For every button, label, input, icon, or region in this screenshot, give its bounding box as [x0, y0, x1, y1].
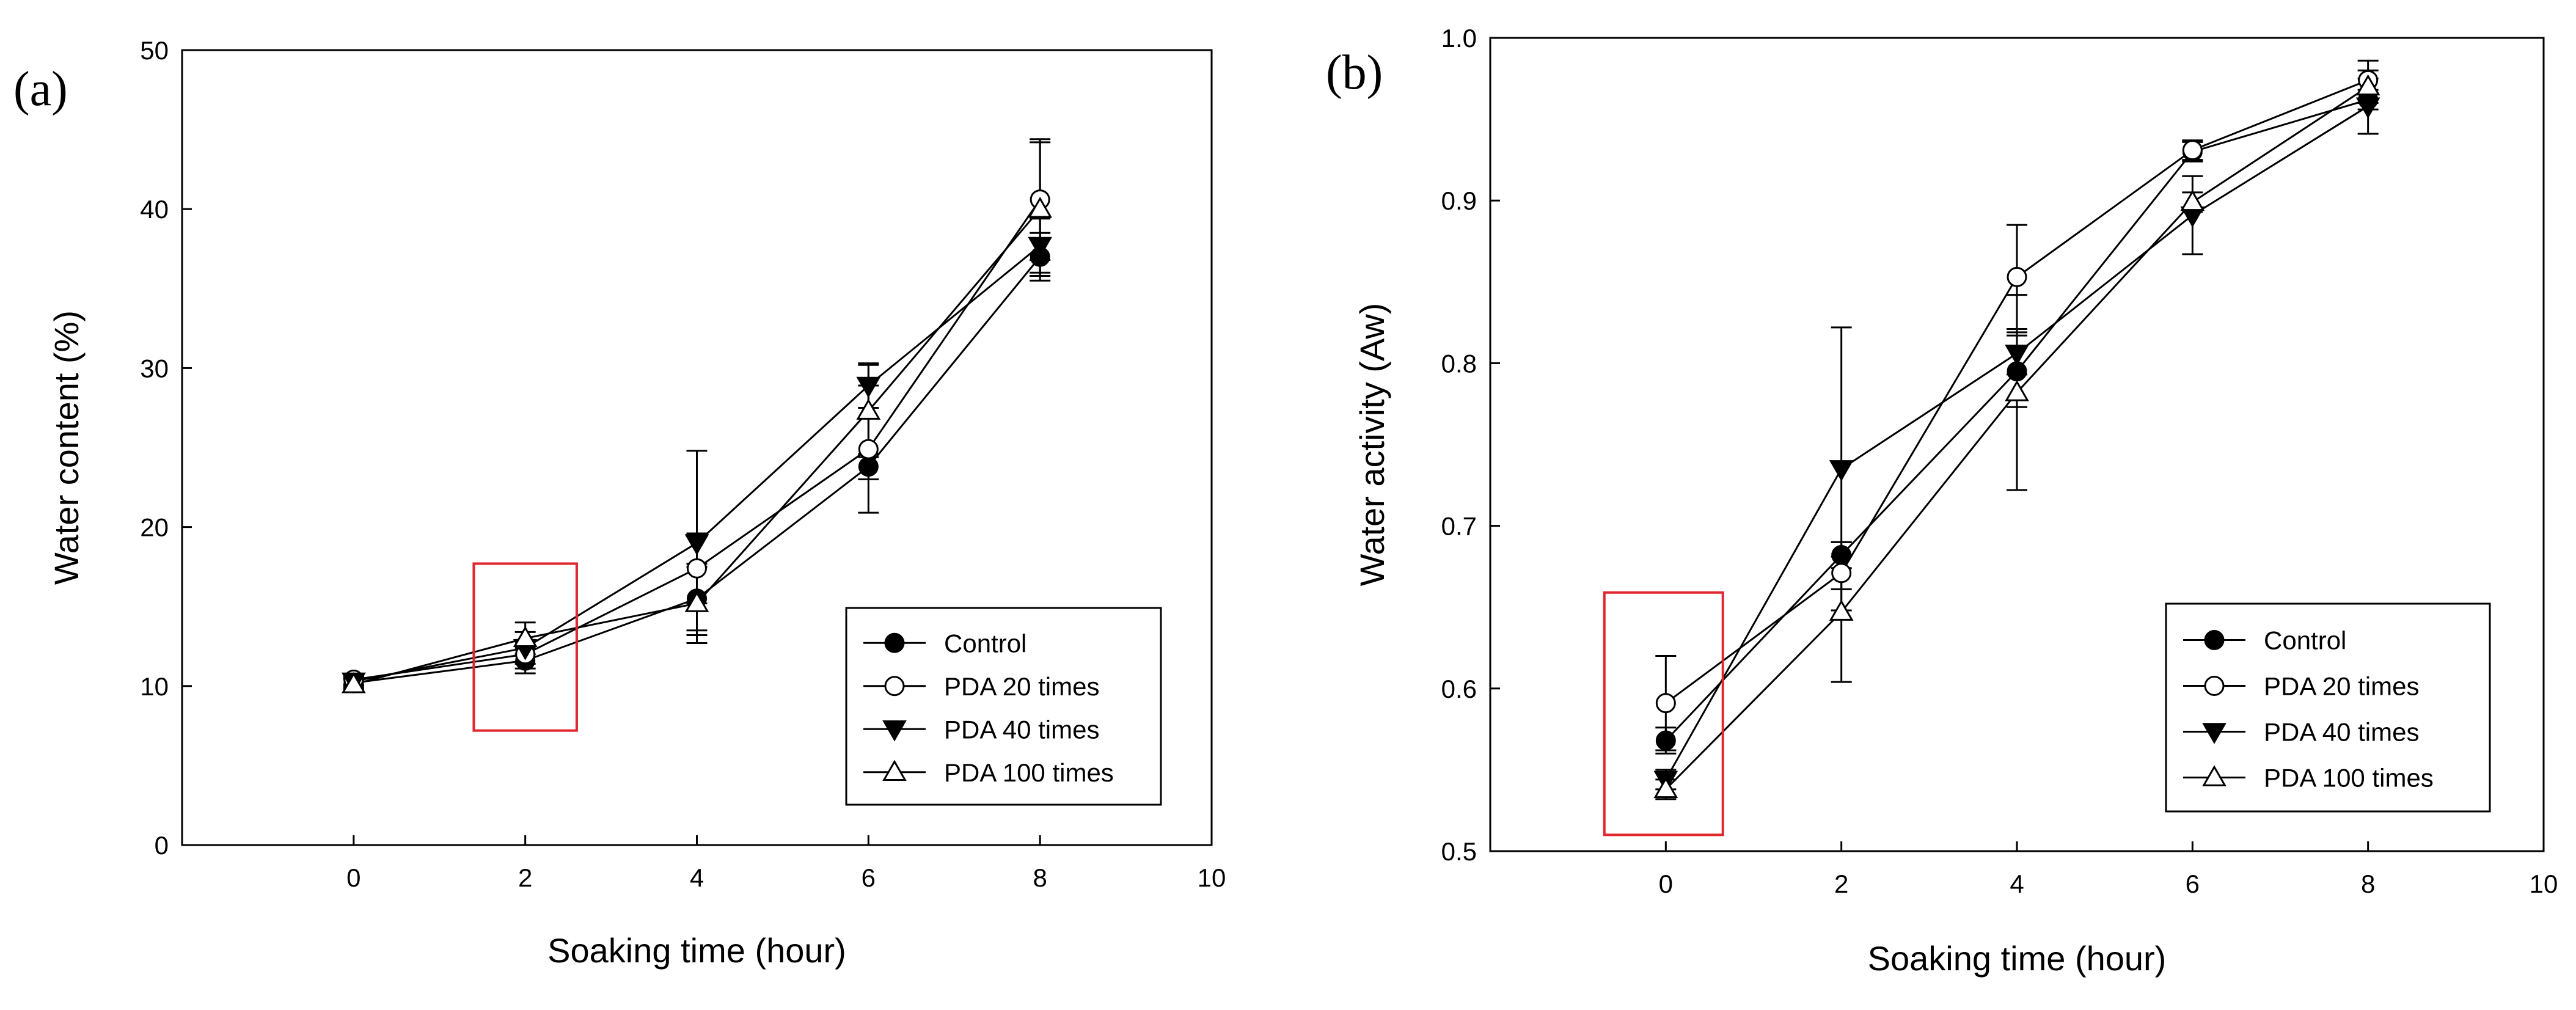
- legend-label: PDA 100 times: [944, 758, 1114, 787]
- y-tick-label: 0.8: [1441, 349, 1477, 378]
- y-tick-label: 0.6: [1441, 675, 1477, 703]
- x-tick-label: 0: [1659, 869, 1673, 898]
- legend-swatch-marker: [882, 720, 907, 742]
- data-point-1: [1655, 693, 1676, 714]
- data-point-3: [2005, 380, 2029, 401]
- chart-panel-a: (a) 0 10 20 30 40 50 0 2 4 6 8 10 Soaking time (hour)…: [13, 36, 1226, 970]
- data-point-0: [858, 456, 879, 477]
- data-point-3: [1829, 599, 1854, 621]
- legend-swatch-marker: [2202, 765, 2227, 786]
- x-tick-label: 6: [2186, 869, 2200, 898]
- data-point-3: [341, 672, 366, 693]
- y-tick-label: 40: [140, 195, 169, 224]
- x-tick-label: 4: [690, 863, 704, 892]
- chart-panel-b: (b) 0.5 0.6 0.7 0.8 0.9 1.0 0 2 4 6 8 10 Soaking time…: [1326, 24, 2558, 978]
- y-tick-label: 50: [140, 36, 169, 65]
- legend-swatch-marker: [882, 759, 907, 781]
- data-point-1: [687, 558, 707, 579]
- data-point-2: [2355, 97, 2380, 119]
- data-point-2: [684, 534, 709, 555]
- data-point-3: [684, 591, 709, 612]
- x-tick-label: 4: [2010, 869, 2024, 898]
- data-point-2: [856, 376, 881, 398]
- x-axis-title: Soaking time (hour): [1868, 939, 2167, 978]
- data-point-3: [2355, 74, 2380, 96]
- y-tick-label: 0.7: [1441, 512, 1477, 541]
- data-point-0: [1655, 730, 1676, 751]
- x-tick-label: 10: [2530, 869, 2558, 898]
- data-point-1: [858, 439, 879, 459]
- y-axis-title: Water content (%): [47, 310, 86, 585]
- legend-label: Control: [944, 629, 1026, 657]
- y-tick-label: 0.5: [1441, 837, 1477, 866]
- legend-label: PDA 20 times: [2264, 672, 2419, 701]
- panel-label: (b): [1326, 46, 1383, 100]
- data-point-0: [1831, 545, 1852, 566]
- data-point-1: [1831, 563, 1852, 584]
- highlight-box: [472, 562, 578, 732]
- x-tick-label: 6: [862, 863, 876, 892]
- data-point-3: [1653, 777, 1678, 799]
- legend-label: PDA 40 times: [944, 715, 1099, 744]
- x-tick-label: 8: [1033, 863, 1047, 892]
- data-point-2: [1829, 460, 1854, 481]
- legend: Control PDA 20 times PDA 40 times PDA 100 t…: [2165, 602, 2491, 813]
- y-tick-label: 1.0: [1441, 24, 1477, 53]
- legend-swatch-marker: [884, 632, 905, 653]
- data-point-1: [2182, 140, 2203, 161]
- y-axis-title: Water activity (Aw): [1353, 303, 1391, 587]
- legend-label: PDA 40 times: [2264, 718, 2419, 747]
- legend-label: PDA 100 times: [2264, 764, 2434, 792]
- data-point-3: [1028, 196, 1053, 218]
- highlight-box: [1603, 591, 1724, 836]
- data-point-2: [1028, 236, 1053, 258]
- x-tick-label: 8: [2361, 869, 2375, 898]
- data-point-3: [2180, 189, 2205, 211]
- data-point-3: [856, 398, 881, 420]
- x-tick-label: 0: [346, 863, 360, 892]
- data-point-2: [2005, 345, 2029, 366]
- y-tick-label: 20: [140, 513, 169, 542]
- y-tick-label: 10: [140, 672, 169, 701]
- y-tick-label: 0.9: [1441, 186, 1477, 215]
- y-tick-label: 0: [155, 831, 169, 860]
- legend-swatch-marker: [2204, 630, 2225, 650]
- x-axis-title: Soaking time (hour): [547, 931, 846, 970]
- x-tick-label: 2: [518, 863, 532, 892]
- data-point-1: [2007, 266, 2027, 287]
- data-point-3: [513, 626, 538, 647]
- x-tick-label: 10: [1198, 863, 1226, 892]
- y-tick-label: 30: [140, 354, 169, 382]
- panel-label: (a): [13, 62, 68, 116]
- legend-swatch-marker: [2204, 676, 2225, 696]
- legend-label: Control: [2264, 626, 2346, 655]
- legend-swatch-marker: [2202, 723, 2227, 744]
- legend: Control PDA 20 times PDA 40 times PDA 100 t…: [845, 607, 1162, 806]
- legend-label: PDA 20 times: [944, 672, 1099, 701]
- x-tick-label: 2: [1834, 869, 1848, 898]
- legend-swatch-marker: [884, 676, 905, 697]
